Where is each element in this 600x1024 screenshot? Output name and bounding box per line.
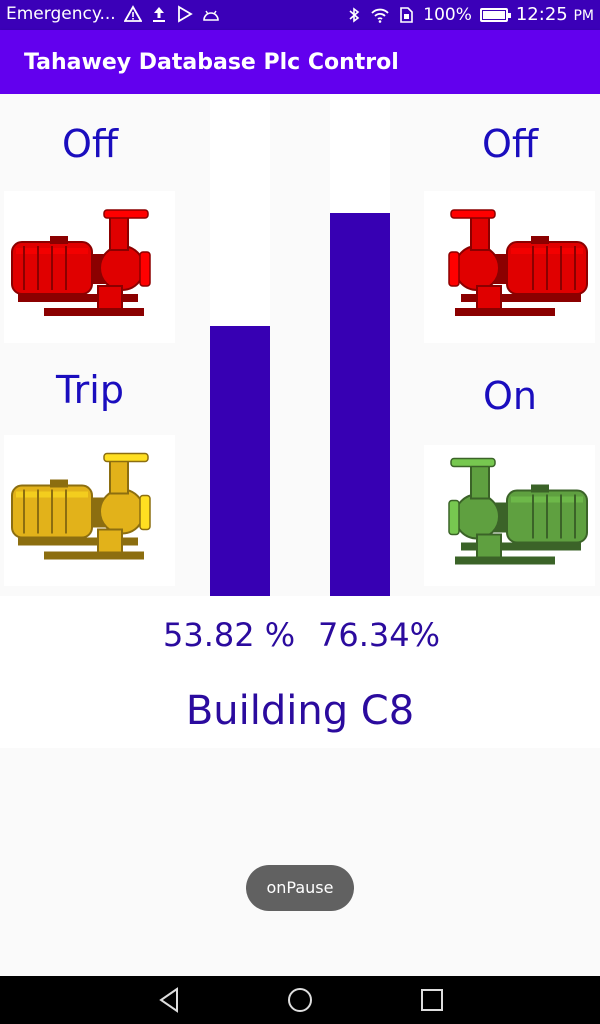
android-icon [202, 5, 220, 23]
home-icon[interactable] [286, 986, 314, 1014]
tank-left-percent: 53.82 % [163, 616, 296, 654]
clock-suffix: PM [573, 8, 594, 24]
tank-left [210, 94, 270, 596]
upload-icon [150, 5, 168, 23]
pump-bottom-right[interactable] [424, 445, 595, 586]
pump-bottom-right-status: On [483, 374, 537, 418]
recents-icon[interactable] [418, 986, 446, 1014]
pump-top-left[interactable] [4, 191, 175, 343]
tank-right [330, 94, 390, 596]
app-title: Tahawey Database Plc Control [24, 50, 399, 75]
info-panel [0, 596, 600, 748]
navigation-bar [0, 976, 600, 1024]
tank-right-percent: 76.34% [318, 616, 441, 654]
toast-message: onPause [246, 865, 354, 911]
back-icon[interactable] [155, 986, 183, 1014]
app-bar: Tahawey Database Plc Control [0, 30, 600, 94]
play-store-icon [176, 5, 194, 23]
pump-top-right[interactable] [424, 191, 595, 343]
pump-bottom-left-status: Trip [56, 368, 124, 412]
pump-top-left-status: Off [61, 122, 119, 166]
wifi-icon [371, 6, 389, 24]
battery-percent: 100% [423, 4, 472, 25]
notification-text: Emergency... [6, 4, 116, 24]
clock: 12:25 PM [516, 4, 594, 25]
building-name: Building C8 [185, 688, 415, 734]
status-bar: Emergency... 100% 12:25 PM [0, 0, 600, 30]
tank-right-level [330, 212, 390, 596]
pump-icon [448, 457, 588, 565]
bluetooth-icon [345, 6, 363, 24]
pump-icon [448, 209, 588, 316]
warning-icon [123, 5, 142, 23]
pump-bottom-left[interactable] [4, 435, 175, 586]
pump-icon [11, 209, 151, 316]
pump-top-right-status: Off [481, 122, 539, 166]
sim-icon [397, 6, 415, 24]
pump-icon [11, 452, 151, 560]
clock-time: 12:25 [515, 4, 568, 25]
plc-panel: Off Trip [0, 94, 600, 748]
tank-left-level [210, 325, 270, 596]
battery-icon [479, 7, 511, 22]
